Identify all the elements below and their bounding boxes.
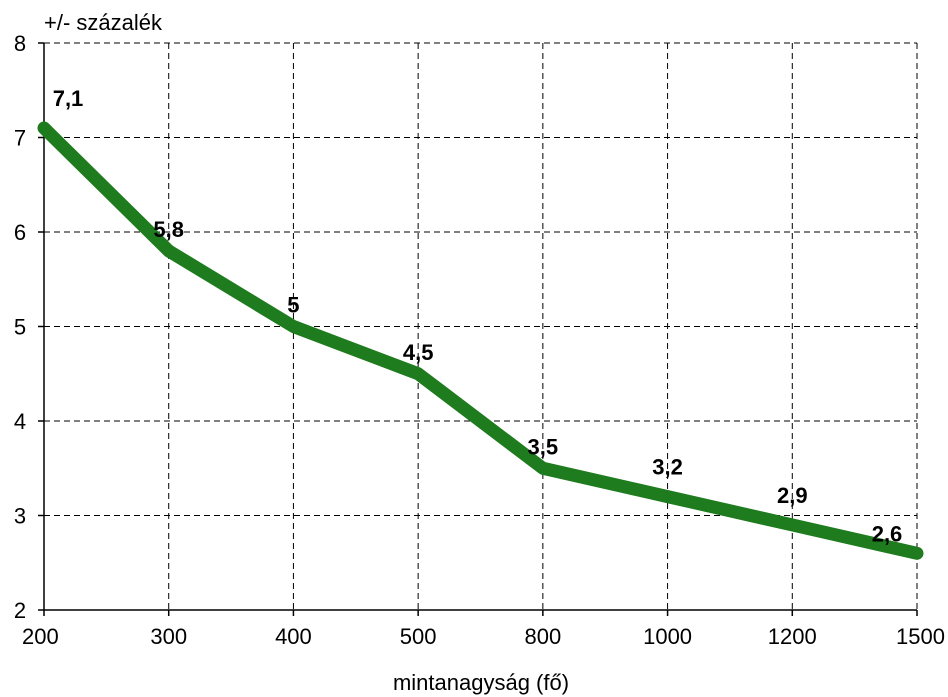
data-labels: 7,1 5,8 5 4,5 3,5 3,2 2,9 2,6	[53, 86, 903, 546]
data-label: 4,5	[403, 340, 434, 365]
y-tick-label: 6	[14, 220, 26, 245]
data-label: 7,1	[53, 86, 84, 111]
x-tick-label: 300	[150, 624, 187, 649]
data-point	[38, 122, 50, 135]
x-tick-label: 1200	[768, 624, 817, 649]
x-tick-label: 500	[400, 624, 437, 649]
data-point	[661, 490, 674, 503]
series-line	[37, 121, 924, 560]
y-tick-label: 5	[14, 315, 26, 340]
y-tick-labels: 2 3 4 5 6 7 8	[14, 31, 26, 623]
data-point	[536, 462, 549, 475]
y-tick-label: 3	[14, 504, 26, 529]
x-tick-label: 1000	[643, 624, 692, 649]
data-label: 5,8	[153, 217, 184, 242]
x-tick-labels: 200 300 400 500 800 1000 1200 1500	[22, 624, 945, 649]
grid	[44, 42, 918, 610]
data-point	[412, 367, 425, 380]
x-tick-label: 400	[275, 624, 312, 649]
series-group	[37, 121, 924, 560]
data-label: 3,2	[652, 455, 683, 480]
data-point	[287, 320, 300, 333]
data-label: 3,5	[528, 434, 559, 459]
data-point	[162, 244, 175, 257]
data-label: 2,6	[872, 521, 903, 546]
x-tick-label: 800	[524, 624, 561, 649]
y-axis-label: +/- százalék	[44, 10, 163, 35]
x-tick-label: 200	[22, 624, 59, 649]
x-tick-label: 1500	[896, 624, 945, 649]
data-label: 5	[287, 293, 299, 318]
data-point	[786, 518, 799, 531]
y-tick-label: 2	[14, 598, 26, 623]
y-tick-label: 4	[14, 409, 26, 434]
axes	[38, 42, 918, 616]
data-label: 2,9	[777, 483, 808, 508]
data-point	[911, 547, 923, 560]
x-axis-label: mintanagyság (fő)	[393, 670, 569, 695]
y-tick-label: 8	[14, 31, 26, 56]
y-tick-label: 7	[14, 126, 26, 151]
